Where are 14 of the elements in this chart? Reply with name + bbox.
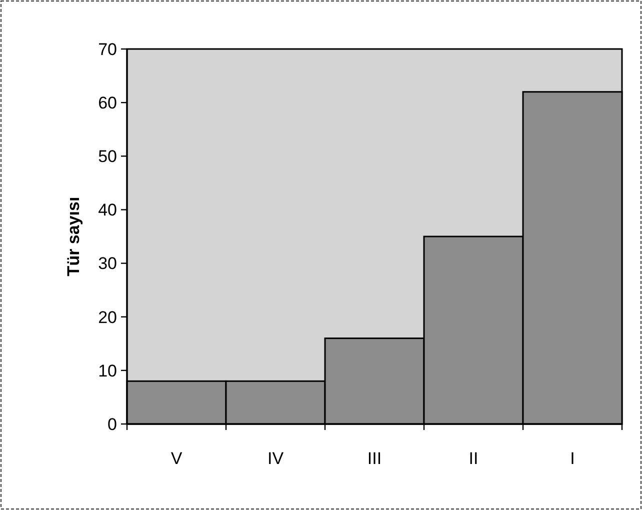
y-tick-label: 0 [108, 414, 117, 434]
y-tick-label: 30 [98, 254, 117, 274]
y-tick-label: 40 [98, 200, 117, 220]
x-tick-label: V [170, 449, 183, 468]
x-tick-label: II [468, 449, 478, 468]
x-tick-label: IV [267, 449, 284, 468]
y-tick-label: 10 [98, 361, 117, 380]
y-tick-label: 20 [98, 308, 117, 327]
y-axis-title: Tür sayısı [64, 196, 83, 276]
x-tick-label: I [570, 449, 575, 468]
y-tick-label: 70 [98, 40, 117, 59]
y-tick-label: 50 [98, 147, 117, 166]
x-tick-label: III [367, 449, 382, 468]
y-tick-label: 60 [98, 94, 117, 113]
